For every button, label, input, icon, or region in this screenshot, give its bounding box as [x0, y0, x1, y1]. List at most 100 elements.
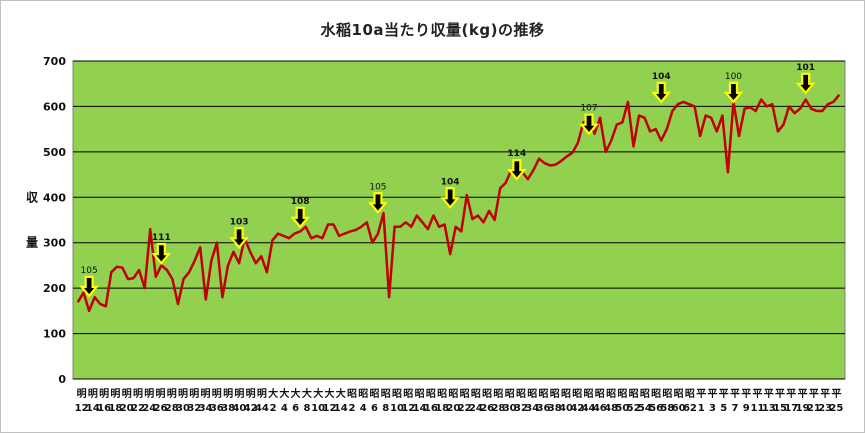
data-point [116, 265, 118, 268]
x-tick-year: 4 [281, 403, 288, 414]
data-point [832, 101, 835, 103]
x-tick-year: 24 [469, 403, 483, 414]
x-tick-year: 56 [649, 403, 663, 414]
data-point [404, 221, 407, 224]
data-point [343, 232, 346, 235]
x-tick-year: 52 [627, 403, 641, 414]
x-tick-year: 10 [390, 403, 404, 414]
annotation-label: 105 [369, 182, 386, 192]
data-point [221, 296, 224, 299]
data-point [232, 251, 235, 253]
x-tick-era: 昭 [505, 388, 515, 400]
data-point [260, 255, 263, 258]
x-tick-year: 12 [401, 403, 415, 414]
data-point [671, 110, 674, 112]
data-point [382, 212, 385, 214]
x-tick-era: 明 [77, 388, 87, 400]
x-tick-year: 14 [334, 403, 348, 414]
x-tick-year: 48 [604, 403, 618, 414]
data-point [104, 305, 107, 308]
data-point [88, 310, 90, 312]
x-tick-year: 22 [131, 403, 145, 414]
data-point [577, 141, 579, 144]
x-tick-year: 17 [784, 403, 798, 414]
x-tick-year: 42 [570, 403, 584, 414]
y-tick-label: 600 [43, 100, 66, 113]
x-tick-era: 大 [336, 387, 346, 400]
data-point [727, 171, 729, 174]
x-tick-era: 昭 [561, 388, 571, 400]
data-point [238, 262, 240, 264]
data-point [677, 103, 679, 105]
x-tick-era: 昭 [674, 388, 684, 400]
data-point [493, 219, 496, 221]
data-point [393, 226, 396, 228]
x-tick-year: 28 [491, 403, 505, 414]
x-tick-year: 34 [525, 403, 539, 414]
data-point [643, 116, 646, 119]
data-point [454, 226, 457, 228]
data-point [193, 260, 196, 262]
y-axis-ticks: 0 100 200 300 400 500 600 700 [43, 55, 66, 386]
data-point [821, 110, 824, 112]
data-point [171, 278, 174, 280]
data-point [149, 228, 152, 230]
x-tick-era: 平 [831, 388, 841, 400]
data-point [466, 194, 468, 196]
x-tick-era: 大 [313, 387, 323, 400]
annotation-label: 105 [81, 266, 98, 276]
y-axis-label: 収量 [26, 190, 39, 249]
x-tick-era: 明 [133, 388, 143, 400]
x-tick-era: 大 [302, 387, 312, 400]
x-tick-year: 28 [165, 403, 179, 414]
x-tick-era: 昭 [538, 388, 548, 400]
x-tick-year: 36 [210, 403, 224, 414]
data-point [638, 114, 640, 117]
x-tick-era: 平 [753, 388, 763, 400]
x-tick-era: 明 [88, 388, 98, 400]
x-tick-era: 昭 [370, 388, 380, 400]
y-label-char: 量 [26, 236, 38, 250]
series-polyline [76, 94, 840, 313]
data-point [293, 232, 296, 235]
data-point [488, 210, 490, 212]
x-tick-year: 7 [732, 403, 739, 414]
data-point [282, 235, 285, 237]
data-point [249, 251, 251, 253]
data-point [288, 237, 290, 239]
annotation-arrow: 100 [723, 72, 744, 104]
data-point [332, 223, 335, 226]
x-tick-year: 6 [371, 403, 378, 414]
x-tick-era: 昭 [448, 388, 458, 400]
data-point [210, 260, 213, 262]
x-tick-year: 2 [270, 403, 277, 414]
x-tick-year: 24 [142, 403, 156, 414]
annotation-label: 101 [796, 63, 815, 73]
data-point [199, 246, 202, 249]
x-tick-year: 8 [382, 403, 389, 414]
x-tick-year: 38 [221, 403, 235, 414]
data-point [527, 178, 529, 180]
data-point [793, 112, 796, 115]
data-point [427, 228, 429, 230]
x-tick-era: 明 [155, 388, 165, 400]
x-tick-year: 10 [311, 403, 325, 414]
x-tick-year: 62 [683, 403, 697, 414]
data-point [632, 145, 635, 148]
x-tick-year: 21 [807, 403, 821, 414]
data-point [299, 230, 301, 233]
data-point [704, 114, 707, 117]
y-tick-label: 400 [43, 191, 66, 204]
data-point [765, 105, 768, 108]
data-point [654, 128, 657, 130]
data-point [649, 130, 651, 133]
down-arrow-icon [229, 227, 249, 249]
data-point [782, 123, 785, 126]
x-tick-era: 昭 [606, 388, 616, 400]
x-tick-year: 11 [751, 403, 765, 414]
data-point [754, 110, 757, 112]
x-tick-year: 9 [743, 403, 750, 414]
data-point [549, 164, 551, 167]
data-point [660, 139, 663, 142]
x-tick-era: 平 [775, 388, 785, 400]
